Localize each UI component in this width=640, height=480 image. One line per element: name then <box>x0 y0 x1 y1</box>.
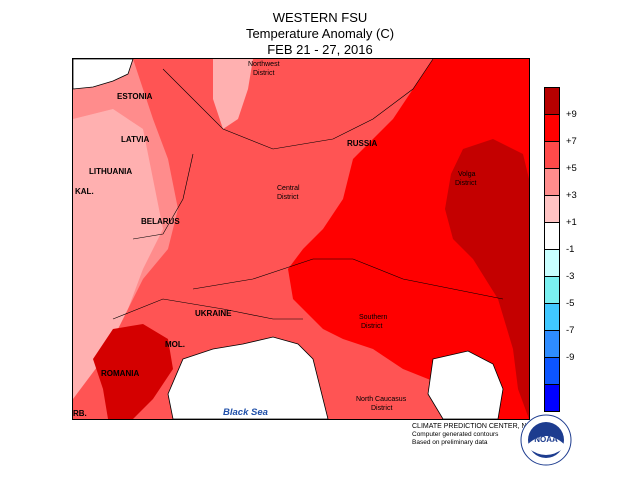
legend-swatch <box>544 357 560 385</box>
credit-line-1: CLIMATE PREDICTION CENTER, NOAA <box>412 423 542 430</box>
label-belarus: BELARUS <box>141 217 180 226</box>
legend-swatch <box>544 276 560 304</box>
color-legend <box>544 87 560 412</box>
label-estonia: ESTONIA <box>117 92 153 101</box>
label-lithuania: LITHUANIA <box>89 167 133 176</box>
label-central-district-2: District <box>277 194 299 201</box>
credit-text: CLIMATE PREDICTION CENTER, NOAA Computer… <box>412 423 541 447</box>
map-date-range: FEB 21 - 27, 2016 <box>267 42 373 57</box>
map-subtitle: Temperature Anomaly (C) <box>245 26 395 41</box>
label-moldova: MOL. <box>165 340 185 349</box>
label-romania: ROMANIA <box>101 369 140 378</box>
anomaly-zone-west <box>73 109 163 399</box>
map-title: WESTERN FSU <box>272 10 368 25</box>
label-russia: RUSSIA <box>347 139 378 148</box>
anomaly-map: ESTONIA LATVIA LITHUANIA KAL. BELARUS UK… <box>72 58 530 420</box>
label-northwest-district-2: District <box>253 70 275 77</box>
credit-line-3: Based on preliminary data <box>412 439 488 446</box>
label-northwest-district: Northwest <box>248 61 280 68</box>
legend-tick: -7 <box>566 325 575 336</box>
noaa-logo: NOAA <box>520 414 572 466</box>
label-southern-district-2: District <box>361 323 383 330</box>
legend-swatch <box>544 249 560 277</box>
anomaly-map-svg <box>72 58 529 420</box>
label-volga-district: Volga <box>458 171 476 178</box>
legend-tick: -5 <box>566 298 575 309</box>
anomaly-zone-romania <box>93 324 173 419</box>
legend-swatch <box>544 141 560 169</box>
legend-tick: +3 <box>566 190 577 201</box>
label-latvia: LATVIA <box>121 135 150 144</box>
legend-swatch <box>544 303 560 331</box>
legend-tick: -3 <box>566 271 575 282</box>
label-central-district: Central <box>277 185 300 192</box>
caspian-sea <box>427 350 504 420</box>
label-north-caucasus-district: North Caucasus <box>356 396 407 403</box>
legend-tick: +9 <box>566 109 577 120</box>
anomaly-zone-above-9 <box>445 139 529 419</box>
anomaly-zone-pale-north <box>213 59 253 129</box>
legend-tick: +1 <box>566 217 577 228</box>
border-ukraine <box>112 298 303 320</box>
label-rb: RB. <box>73 409 87 418</box>
border-belarus <box>132 153 194 240</box>
district-boundary-north <box>162 58 434 150</box>
credit-line-2: Computer generated contours <box>412 431 499 438</box>
label-southern-district: Southern <box>359 314 388 321</box>
legend-swatch <box>544 87 560 115</box>
legend-swatch <box>544 384 560 412</box>
label-north-caucasus-district-2: District <box>371 405 393 412</box>
black-sea <box>167 336 329 420</box>
legend-tick: -1 <box>566 244 575 255</box>
legend-tick: +5 <box>566 163 577 174</box>
legend-tick: -9 <box>566 352 575 363</box>
gulf-of-finland <box>72 58 134 90</box>
legend-tick: +7 <box>566 136 577 147</box>
label-ukraine: UKRAINE <box>195 309 232 318</box>
legend-swatch <box>544 195 560 223</box>
label-volga-district-2: District <box>455 180 477 187</box>
label-black-sea: Black Sea <box>223 407 268 418</box>
label-kaliningrad: KAL. <box>75 187 94 196</box>
district-boundary-south <box>192 258 504 300</box>
legend-swatch <box>544 222 560 250</box>
legend-swatch <box>544 330 560 358</box>
noaa-logo-text: NOAA <box>534 435 558 444</box>
legend-swatch <box>544 168 560 196</box>
legend-swatch <box>544 114 560 142</box>
